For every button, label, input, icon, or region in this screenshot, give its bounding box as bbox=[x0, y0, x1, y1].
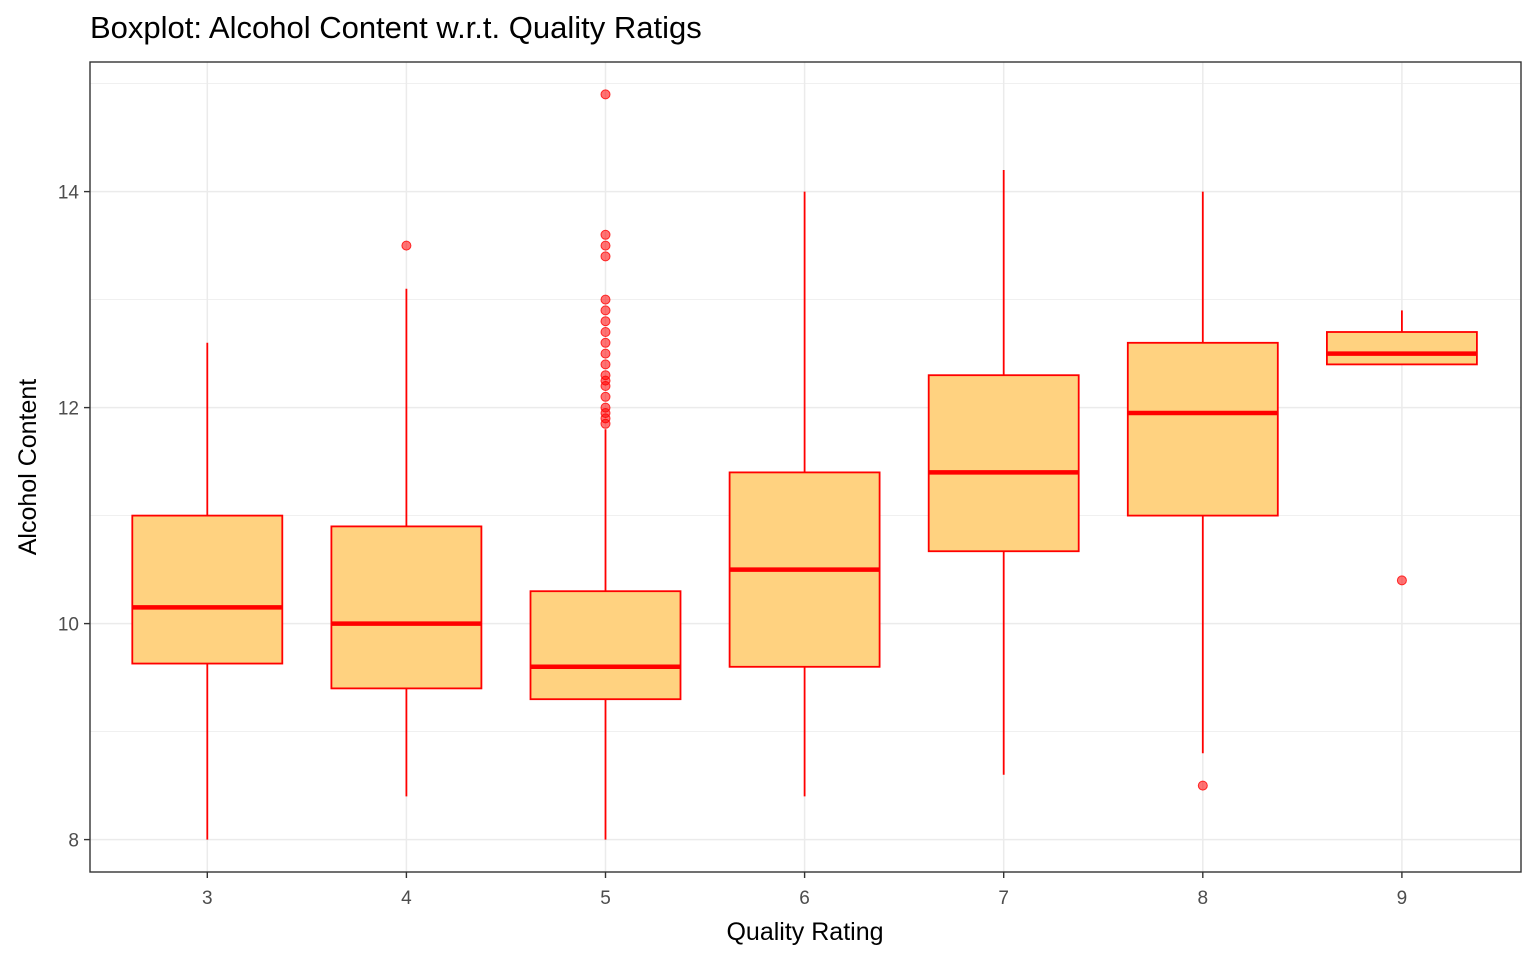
x-axis-title: Quality Rating bbox=[726, 918, 883, 946]
outlier-5-18 bbox=[600, 89, 611, 100]
box-3 bbox=[131, 342, 284, 840]
x-tick-label-4: 4 bbox=[401, 888, 412, 909]
iqr-box-4 bbox=[330, 525, 483, 690]
iqr-box-8 bbox=[1126, 341, 1279, 517]
chart-title: Boxplot: Alcohol Content w.r.t. Quality … bbox=[90, 10, 702, 45]
box-5 bbox=[529, 89, 682, 840]
outlier-5-4 bbox=[600, 391, 611, 402]
outlier-5-12 bbox=[600, 316, 611, 327]
y-tick-label-3: 14 bbox=[58, 183, 80, 204]
box-8 bbox=[1126, 191, 1279, 791]
outlier-5-9 bbox=[600, 348, 611, 359]
outlier-5-13 bbox=[600, 305, 611, 316]
y-tick-label-2: 12 bbox=[58, 399, 79, 420]
outlier-5-8 bbox=[600, 359, 611, 370]
axis-layer: 8 10 12 14 3 4 5 6 7 8 9 bbox=[58, 183, 1407, 909]
panel-border bbox=[89, 61, 1522, 873]
outlier-9-0 bbox=[1396, 575, 1407, 586]
outlier-5-17 bbox=[600, 229, 611, 240]
grid-layer bbox=[90, 62, 1521, 872]
x-tick-label-5: 5 bbox=[600, 888, 611, 909]
outlier-5-16 bbox=[600, 240, 611, 251]
outlier-5-10 bbox=[600, 337, 611, 348]
box-6 bbox=[728, 191, 881, 797]
y-tick-label-1: 10 bbox=[58, 615, 79, 636]
outlier-4-0 bbox=[401, 240, 412, 251]
outlier-5-11 bbox=[600, 327, 611, 337]
outlier-5-3 bbox=[600, 402, 611, 413]
box-7 bbox=[927, 170, 1080, 775]
box-layer bbox=[131, 89, 1478, 840]
outlier-5-7 bbox=[600, 370, 611, 381]
x-tick-label-8: 8 bbox=[1198, 888, 1209, 909]
y-tick-label-0: 8 bbox=[68, 831, 79, 852]
iqr-box-7 bbox=[927, 374, 1080, 553]
box-4 bbox=[330, 240, 483, 797]
iqr-box-9 bbox=[1326, 331, 1478, 366]
outlier-5-15 bbox=[600, 251, 611, 262]
iqr-box-5 bbox=[529, 590, 682, 701]
x-tick-label-6: 6 bbox=[799, 888, 810, 909]
box-9 bbox=[1326, 310, 1478, 586]
x-tick-label-3: 3 bbox=[202, 888, 213, 909]
y-axis-title: Alcohol Content bbox=[14, 379, 42, 556]
outlier-8-0 bbox=[1197, 780, 1208, 791]
x-tick-label-9: 9 bbox=[1397, 888, 1408, 909]
outlier-5-14 bbox=[600, 294, 611, 305]
x-tick-label-7: 7 bbox=[998, 888, 1009, 909]
iqr-box-3 bbox=[131, 514, 284, 665]
